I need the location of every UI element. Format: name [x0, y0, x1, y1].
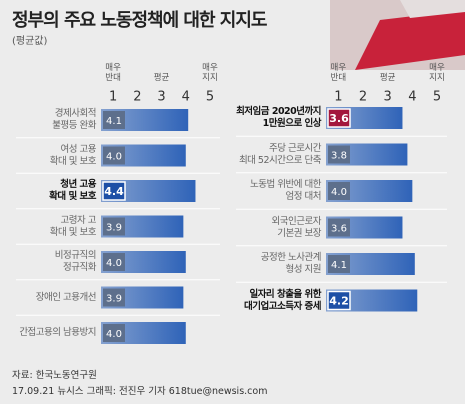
photo-sign	[400, 0, 465, 18]
scale-label: 평균	[379, 73, 396, 83]
value-label: 4.4	[104, 185, 124, 198]
value-label: 3.9	[106, 223, 122, 234]
x-tick-label: 4	[181, 89, 190, 105]
title: 정부의 주요 노동정책에 대한 지지도	[12, 10, 267, 31]
scale-label: 매우 지지	[429, 63, 445, 83]
scale-label: 평균	[153, 73, 170, 83]
x-tick-label: 1	[334, 89, 343, 105]
category-label: 공정한 노사관계 형성 지원	[260, 252, 322, 275]
value-label: 3.6	[329, 112, 349, 125]
subtitle: (평균값)	[12, 36, 48, 47]
category-label: 노동법 위반에 대한 엄정 대처	[250, 179, 321, 202]
value-label: 4.0	[106, 258, 122, 269]
value-box	[102, 181, 126, 201]
photo-sign	[355, 10, 465, 70]
value-box	[103, 324, 125, 342]
value-label: 3.9	[106, 294, 122, 305]
value-box	[328, 182, 350, 200]
value-label: 4.1	[106, 116, 122, 127]
x-tick-label: 4	[408, 89, 417, 105]
x-tick-label: 5	[205, 89, 215, 105]
value-label: 4.0	[106, 152, 122, 163]
x-tick-label: 3	[383, 89, 392, 105]
scale-label: 매우 반대	[105, 63, 121, 83]
category-label: 경제사회적 불평등 완화	[52, 108, 96, 131]
x-tick-label: 1	[108, 89, 118, 105]
source: 자료: 한국노동연구원	[12, 370, 97, 381]
value-box	[103, 288, 125, 307]
value-label: 4.0	[106, 329, 122, 340]
value-box	[327, 108, 351, 128]
value-box	[328, 145, 350, 164]
category-label: 일자리 창출을 위한 대기업고소득자 증세	[244, 288, 321, 312]
category-label: 비정규직의 정규직화	[54, 250, 97, 273]
x-tick-label: 2	[358, 89, 368, 105]
category-label: 간접고용의 남용방지	[19, 327, 96, 338]
value-box	[103, 111, 125, 129]
category-label: 고령자 고 확대 및 보호	[49, 214, 97, 238]
category-label: 여성 고용 확대 및 보호	[49, 143, 97, 167]
value-box	[103, 253, 125, 271]
scale-label: 매우 지지	[202, 63, 218, 83]
x-tick-label: 5	[432, 89, 442, 105]
value-box	[328, 218, 350, 237]
x-tick-label: 3	[157, 89, 166, 105]
value-label: 3.6	[331, 224, 347, 235]
category-label: 외국인근로자 기본권 보장	[271, 215, 322, 239]
value-box	[328, 255, 350, 273]
value-box	[327, 290, 351, 311]
value-box	[103, 217, 125, 236]
category-label: 주당 근로시간 최대 52시간으로 단축	[238, 142, 322, 166]
value-label: 3.8	[331, 151, 347, 162]
scale-label: 매우 반대	[330, 63, 347, 83]
value-box	[103, 146, 125, 165]
value-label: 4.1	[331, 260, 347, 271]
credit: 17.09.21 뉴시스 그래픽: 전진우 기자 618tue@newsis.c…	[12, 386, 268, 397]
category-label: 청년 고용 확대 및 보호	[49, 179, 96, 202]
value-label: 4.0	[331, 187, 347, 198]
category-label: 장애인 고용개선	[35, 291, 97, 303]
value-label: 4.2	[329, 295, 349, 308]
x-tick-label: 2	[133, 89, 142, 105]
category-label: 최저임금 2020년까지 1만원으로 인상	[236, 106, 321, 129]
